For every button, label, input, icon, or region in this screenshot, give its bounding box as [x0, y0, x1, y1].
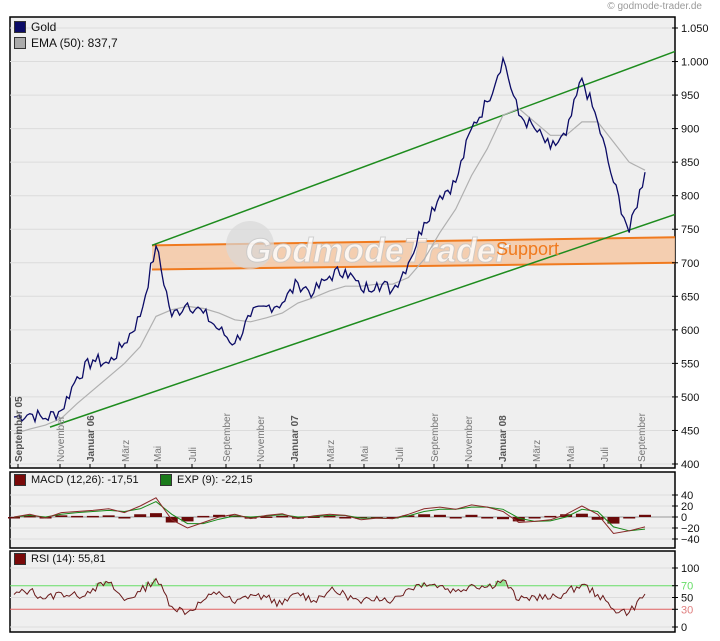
svg-text:Mai: Mai: [360, 446, 371, 462]
svg-text:−20: −20: [681, 523, 700, 535]
svg-text:September 05: September 05: [14, 396, 25, 462]
svg-text:450: 450: [681, 425, 699, 437]
gold-price-line: [13, 55, 646, 424]
svg-text:Januar 06: Januar 06: [86, 415, 97, 462]
macd-swatch-icon: [14, 474, 26, 486]
watermark-logo: GodmodeTrader: [226, 221, 511, 271]
svg-text:Juli: Juli: [395, 447, 406, 462]
svg-text:1.000: 1.000: [681, 57, 709, 69]
legend-gold-label: Gold: [31, 20, 57, 34]
svg-text:März: März: [326, 440, 337, 462]
svg-text:−40: −40: [681, 534, 700, 546]
price-axis: 1.050 1.000 950 900 850 800 750 700 650 600 550 500…: [672, 23, 709, 471]
svg-text:500: 500: [681, 392, 699, 404]
svg-text:November: November: [256, 415, 267, 462]
svg-text:600: 600: [681, 325, 699, 337]
svg-text:800: 800: [681, 191, 699, 203]
exp-swatch-icon: [160, 474, 172, 486]
svg-text:November: November: [56, 415, 67, 462]
main-panel: GodmodeTrader September 05 November Januar…: [9, 16, 709, 471]
rsi-swatch-icon: [14, 553, 26, 565]
svg-text:November: November: [464, 415, 475, 462]
svg-text:900: 900: [681, 124, 699, 136]
svg-text:September: September: [637, 412, 648, 462]
legend-ema: EMA (50): 837,7: [14, 36, 118, 50]
svg-text:0: 0: [681, 512, 687, 524]
legend-macd-label: MACD (12,26): -17,51: [31, 474, 139, 486]
support-label: Support: [496, 239, 560, 259]
svg-text:Mai: Mai: [566, 446, 577, 462]
legend-macd: MACD (12,26): -17,51: [14, 474, 139, 486]
svg-text:20: 20: [681, 501, 693, 513]
svg-text:40: 40: [681, 490, 693, 502]
svg-text:650: 650: [681, 291, 699, 303]
svg-text:März: März: [532, 440, 543, 462]
svg-text:Januar 07: Januar 07: [290, 415, 301, 462]
svg-text:Juli: Juli: [600, 447, 611, 462]
ema-swatch-icon: [14, 37, 26, 49]
copyright-notice: © godmode-trader.de: [607, 1, 702, 12]
gold-swatch-icon: [14, 21, 26, 33]
legend-gold: Gold: [14, 20, 56, 34]
svg-text:400: 400: [681, 459, 699, 471]
rsi-line: [13, 577, 646, 617]
svg-text:750: 750: [681, 224, 699, 236]
x-axis: September 05 November Januar 06 März Mai Juli…: [14, 396, 648, 468]
svg-text:März: März: [121, 440, 132, 462]
svg-text:700: 700: [681, 258, 699, 270]
macd-line: [13, 497, 646, 535]
legend-rsi-label: RSI (14): 55,81: [31, 553, 106, 565]
svg-text:70: 70: [681, 581, 693, 593]
legend-rsi: RSI (14): 55,81: [14, 553, 106, 565]
svg-text:50: 50: [681, 593, 693, 605]
svg-text:Januar 08: Januar 08: [498, 415, 509, 462]
trend-channel: [49, 50, 676, 428]
svg-text:0: 0: [681, 622, 687, 634]
svg-text:850: 850: [681, 157, 699, 169]
legend-exp-label: EXP (9): -22,15: [177, 474, 253, 486]
svg-text:September: September: [430, 412, 441, 462]
svg-text:1.050: 1.050: [681, 23, 709, 35]
svg-text:Juli: Juli: [188, 447, 199, 462]
svg-text:950: 950: [681, 90, 699, 102]
svg-text:Mai: Mai: [153, 446, 164, 462]
legend-ema-label: EMA (50): 837,7: [31, 36, 118, 50]
svg-text:550: 550: [681, 358, 699, 370]
svg-text:30: 30: [681, 604, 693, 616]
ema-line: [13, 107, 646, 435]
legend-exp: EXP (9): -22,15: [160, 474, 253, 486]
svg-text:GodmodeTrader: GodmodeTrader: [245, 232, 511, 270]
svg-text:September: September: [222, 412, 233, 462]
svg-text:100: 100: [681, 563, 699, 575]
